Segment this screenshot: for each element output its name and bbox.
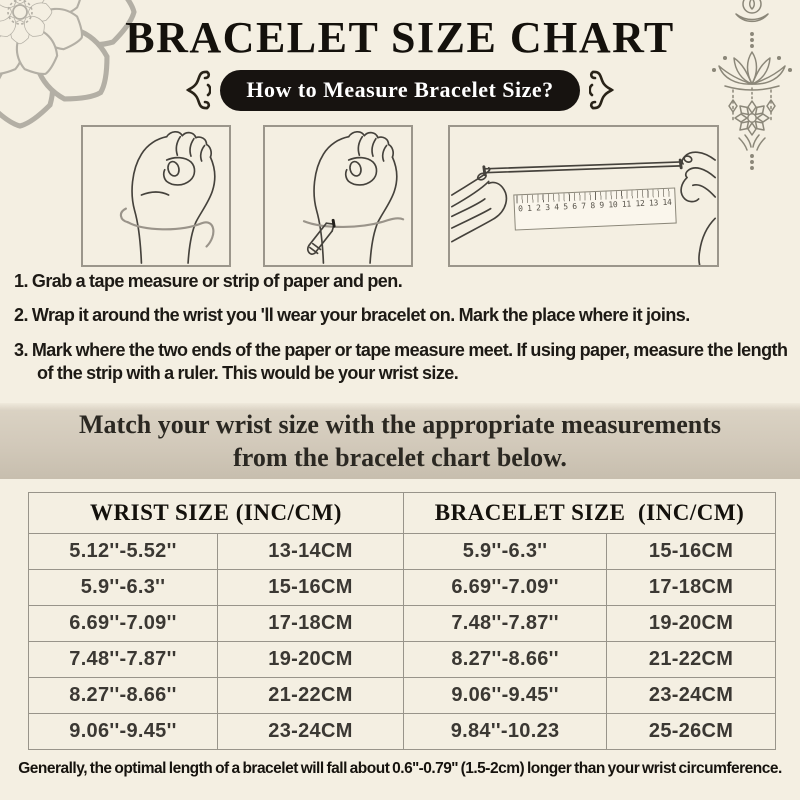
size-table: WRIST SIZE (INC/CM) BRACELET SIZE (INC/C… [28,492,777,750]
ruler: 0 1 2 3 4 5 6 7 8 9 10 11 12 13 14 [513,187,677,231]
wrist-in-cell: 6.69''-7.09'' [28,605,218,642]
bracelet-size-header: BRACELET SIZE (INC/CM) [402,492,777,534]
measure-question-pill: How to Measure Bracelet Size? [220,69,580,111]
bracelet-cm-cell: 15-16CM [606,533,776,570]
instructions-list: 1. Grab a tape measure or strip of paper… [14,270,794,397]
instruction-step-2: 2. Wrap it around the wrist you 'll wear… [14,305,690,326]
bracelet-cm-cell: 17-18CM [606,569,776,606]
wrist-cm-cell: 21-22CM [216,677,404,714]
subtitle-row: How to Measure Bracelet Size? [0,68,800,112]
wrist-size-header: WRIST SIZE (INC/CM) [28,492,404,534]
bracelet-in-cell: 8.27''-8.66'' [402,641,608,678]
table-row: 6.69''-7.09'' 17-18CM 7.48''-7.87'' 19-2… [28,605,776,642]
bracelet-cm-cell: 23-24CM [606,677,776,714]
table-row: 5.12''-5.52'' 13-14CM 5.9''-6.3'' 15-16C… [28,533,776,570]
wrist-cm-cell: 23-24CM [216,713,404,750]
illustration-ruler-measure: 0 1 2 3 4 5 6 7 8 9 10 11 12 13 14 [448,125,719,267]
mandala-flower-icon [0,0,137,129]
wrist-in-cell: 8.27''-8.66'' [28,677,218,714]
banner-line-2: from the bracelet chart below. [233,443,567,472]
table-row: 9.06''-9.45'' 23-24CM 9.84''-10.23 25-26… [28,713,776,750]
bracelet-cm-cell: 25-26CM [606,713,776,750]
footnote: Generally, the optimal length of a brace… [18,760,782,777]
bracelet-cm-cell: 21-22CM [606,641,776,678]
wrist-in-cell: 5.12''-5.52'' [28,533,218,570]
bracelet-cm-cell: 19-20CM [606,605,776,642]
banner-line-1: Match your wrist size with the appropria… [79,409,721,439]
match-size-banner: Match your wrist size with the appropria… [0,403,800,479]
bracelet-in-cell: 7.48''-7.87'' [402,605,608,642]
page-title: BRACELET SIZE CHART [125,13,675,62]
bracelet-in-cell: 6.69''-7.09'' [402,569,608,606]
wrist-cm-cell: 17-18CM [216,605,404,642]
instruction-step-3: 3. Mark where the two ends of the paper … [14,339,788,384]
bracelet-in-cell: 5.9''-6.3'' [402,533,608,570]
flourish-left-icon [186,70,212,110]
table-header-row: WRIST SIZE (INC/CM) BRACELET SIZE (INC/C… [28,492,777,534]
wrist-in-cell: 5.9''-6.3'' [28,569,218,606]
table-row: 5.9''-6.3'' 15-16CM 6.69''-7.09'' 17-18C… [28,569,776,606]
wrist-cm-cell: 19-20CM [216,641,404,678]
flourish-right-icon [588,70,614,110]
wrist-cm-cell: 15-16CM [216,569,404,606]
illustration-mark-wrist [263,125,413,267]
instruction-step-1: 1. Grab a tape measure or strip of paper… [14,271,403,291]
wrist-in-cell: 7.48''-7.87'' [28,641,218,678]
table-row: 7.48''-7.87'' 19-20CM 8.27''-8.66'' 21-2… [28,641,776,678]
illustration-wrap-wrist [81,125,231,267]
table-row: 8.27''-8.66'' 21-22CM 9.06''-9.45'' 23-2… [28,677,776,714]
hanging-lotus-ornament-icon [711,0,793,170]
bracelet-in-cell: 9.06''-9.45'' [402,677,608,714]
wrist-in-cell: 9.06''-9.45'' [28,713,218,750]
bracelet-in-cell: 9.84''-10.23 [402,713,608,750]
wrist-cm-cell: 13-14CM [216,533,404,570]
